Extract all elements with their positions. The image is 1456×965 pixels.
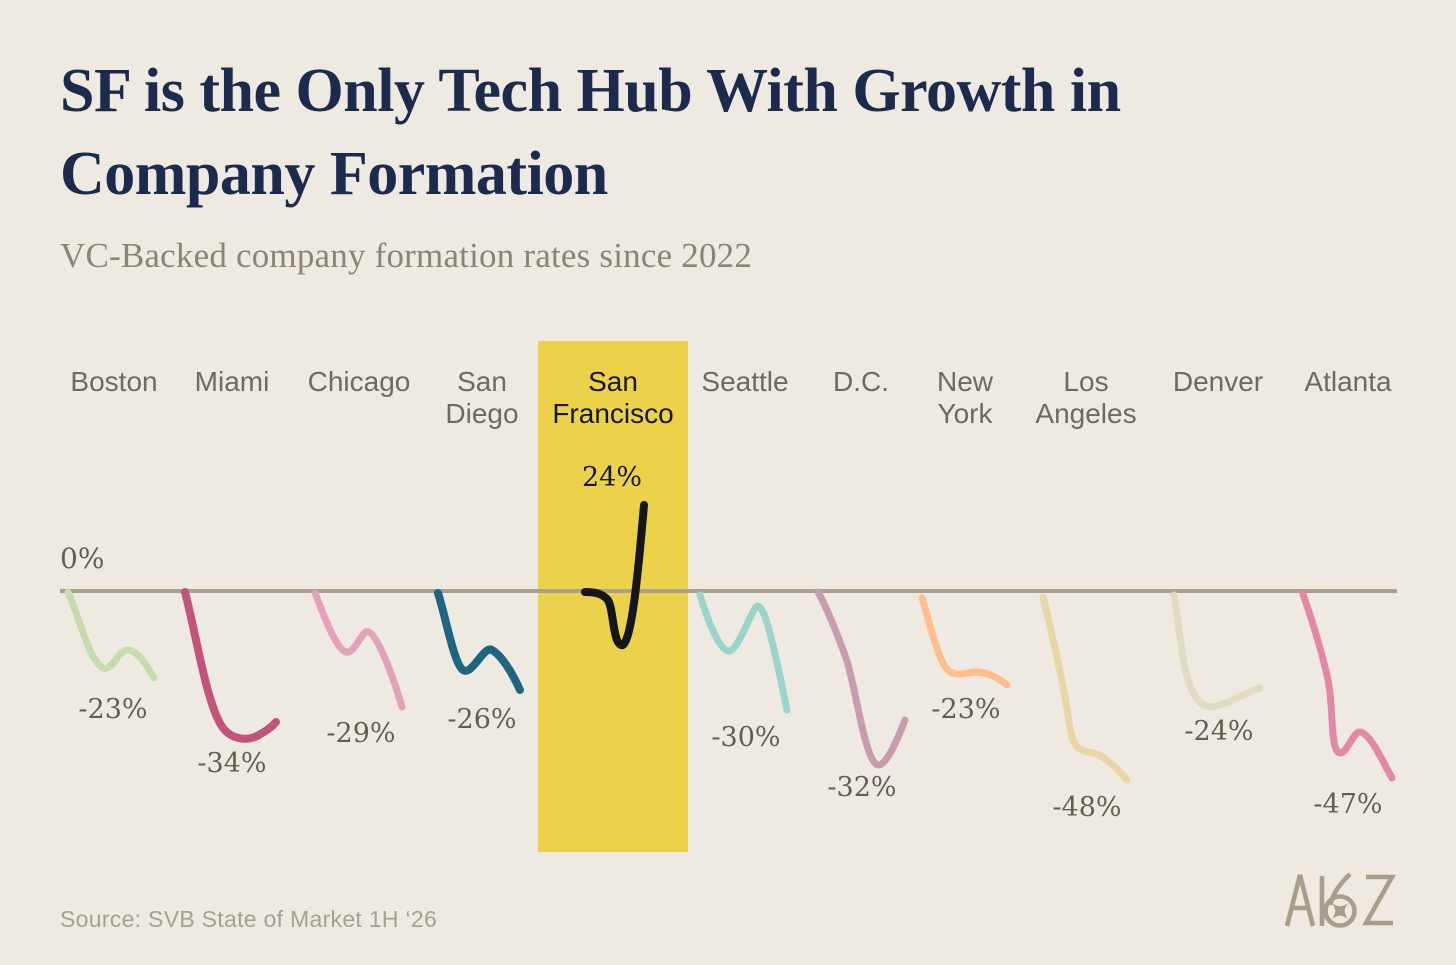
city-label-atlanta: Atlanta [1304,366,1392,397]
sparkline-d-c [814,588,909,769]
city-label-seattle: Seattle [701,366,789,397]
logo-letter-z [1362,874,1396,926]
value-label-d-c: -32% [827,772,897,803]
value-label-seattle: -30% [711,722,781,753]
city-label-los-angeles: Los Angeles [1035,366,1137,430]
sparkline-miami [181,588,280,743]
source-note: Source: SVB State of Market 1H ‘26 [60,906,438,932]
sparkline-seattle [696,591,791,714]
city-label-d-c: D.C. [833,366,889,397]
logo-letter-a [1284,874,1316,927]
city-label-san-diego: San Diego [445,366,519,430]
sparkline-atlanta [1299,590,1396,782]
value-label-san-francisco: 24% [581,462,643,493]
value-label-san-diego: -26% [447,704,517,735]
value-label-chicago: -29% [326,718,396,749]
logo-star-icon [1332,903,1348,919]
value-label-new-york: -23% [931,694,1001,725]
logo-digit-6-bowl [1323,894,1357,928]
zero-baseline [60,589,1397,593]
value-label-atlanta: -47% [1313,789,1383,820]
chart-subtitle: VC-Backed company formation rates since … [60,236,753,275]
value-label-los-angeles: -48% [1052,792,1122,823]
sparkline-denver [1170,591,1264,711]
city-label-miami: Miami [194,366,270,397]
value-label-boston: -23% [78,694,148,725]
a16z-logo [1284,872,1396,928]
city-label-new-york: New York [936,366,994,430]
sparkline-boston [64,588,158,682]
sparkline-new-york [918,594,1011,689]
a16z-logo-strokes [1284,872,1396,928]
city-label-chicago: Chicago [307,366,411,397]
sparkline-chicago [311,589,406,711]
title-line-1: SF is the Only Tech Hub With Growth in [60,57,1121,125]
city-label-san-francisco: San Francisco [552,366,674,430]
value-label-denver: -24% [1184,716,1254,747]
city-label-boston: Boston [70,366,158,397]
zero-axis-label: 0% [60,542,105,575]
sparkline-san-diego [434,589,524,694]
city-label-denver: Denver [1172,366,1264,397]
value-label-miami: -34% [197,748,267,779]
title-line-2: Company Formation [60,140,608,209]
sparkline-los-angeles [1039,593,1131,784]
page-title: SF is the Only Tech Hub With Growth in C… [60,50,1121,216]
